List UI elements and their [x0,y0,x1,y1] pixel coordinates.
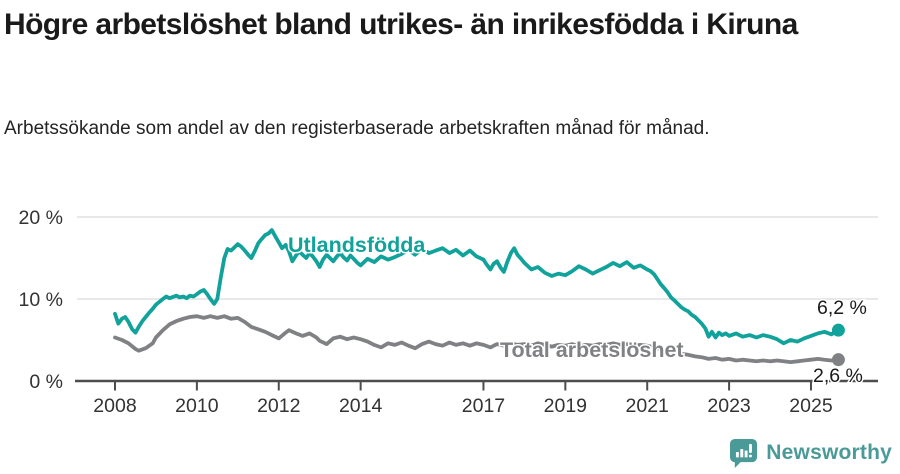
chart-canvas: 2008 2010 2012 2014 2017 2019 2021 2023 2025 0 % 1… [19,207,878,417]
series-end-value-foreign_born: 6,2 % [817,297,867,319]
newsworthy-logo-link[interactable]: Newsworthy [729,438,892,468]
x-tick-label: 2014 [339,395,383,417]
series-line-total [113,314,841,365]
unemployment-line-chart: 2008 2010 2012 2014 2017 2019 2021 2023 2025 0 % 1… [0,190,900,430]
x-tick-label: 2025 [789,395,833,417]
chart-subtitle: Arbetssökande som andel av den registerb… [4,118,710,139]
series-end-dot-foreign_born [831,323,845,337]
series-label-total: Total arbetslöshet [500,338,684,362]
y-tick-label: 20 % [19,207,63,229]
series-end-value-total: 2,6 % [813,365,863,387]
y-tick-label: 10 % [19,289,63,311]
x-tick-label: 2021 [626,395,669,417]
x-tick-label: 2008 [93,395,136,417]
y-tick-label: 0 % [29,371,63,393]
x-tick-label: 2023 [707,395,750,417]
newsworthy-speech-bubble-icon [730,438,758,468]
x-tick-label: 2019 [544,395,587,417]
series-label-foreign_born: Utlandsfödda [288,233,426,257]
series-end-dot-total [831,353,845,367]
x-tick-label: 2017 [462,395,505,417]
newsworthy-wordmark: Newsworthy [766,441,892,464]
series-line-foreign_born [113,228,841,346]
x-tick-label: 2012 [257,395,300,417]
page-title: Högre arbetslöshet bland utrikes- än inr… [4,8,798,41]
x-tick-label: 2010 [175,395,219,417]
